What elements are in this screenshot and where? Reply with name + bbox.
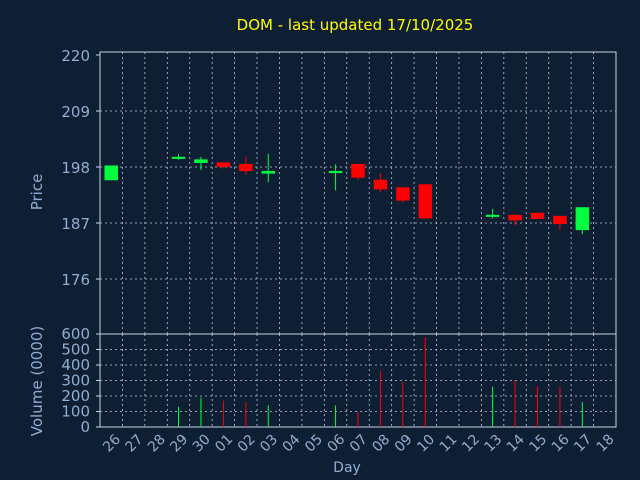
candle-body (261, 171, 275, 174)
price-tick-label: 220 (61, 47, 90, 65)
candle-body (239, 163, 253, 172)
volume-tick-label: 600 (61, 325, 90, 343)
volume-tick-label: 100 (61, 403, 90, 421)
price-panel: 220 209 198 187 176 (61, 47, 617, 335)
price-tick-label: 198 (61, 159, 90, 177)
volume-tick-label: 0 (80, 418, 90, 436)
candle-body (194, 159, 208, 163)
candle-body (373, 179, 388, 190)
volume-tick-label: 200 (61, 387, 90, 405)
price-tick-label: 209 (61, 103, 90, 121)
candle-body (104, 165, 118, 181)
candle-body (553, 215, 567, 225)
day-axis-label: Day (333, 460, 361, 476)
candle-body (575, 207, 590, 231)
chart-title: DOM - last updated 17/10/2025 (237, 16, 474, 34)
volume-tick-label: 400 (61, 356, 90, 374)
volume-tick-label: 500 (61, 341, 90, 359)
candle-body (328, 171, 343, 174)
candle-body (351, 163, 365, 178)
candle-body (418, 184, 433, 219)
price-tick-label: 176 (61, 271, 90, 289)
candle-body (530, 212, 545, 219)
x-axis-ticks: 2627282930010203040506070809101112131415… (100, 431, 617, 455)
price-tick-label: 187 (61, 215, 90, 233)
volume-tick-label: 300 (61, 372, 90, 390)
price-axis-label: Price (28, 174, 46, 211)
candle-body (508, 214, 522, 221)
candle-body (485, 214, 500, 217)
candle-body (216, 162, 231, 167)
candle-body (171, 156, 186, 159)
volume-axis-label: Volume (0000) (28, 326, 46, 436)
candle-body (396, 187, 410, 201)
